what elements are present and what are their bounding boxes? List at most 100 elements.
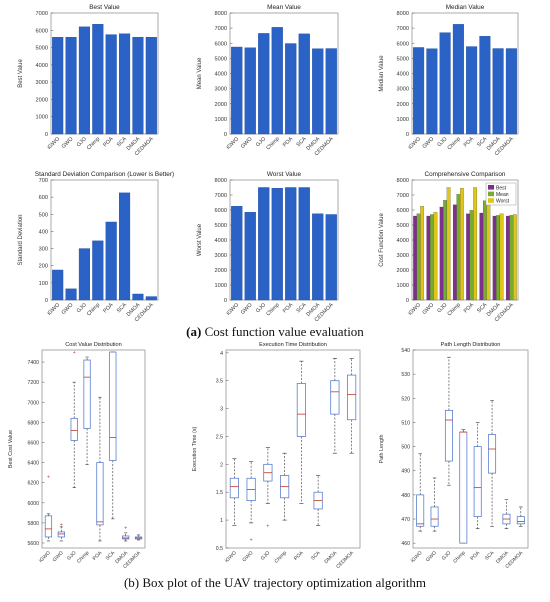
y-tick-label-9: 500 xyxy=(401,445,410,451)
y-tick-label-7: 6200 xyxy=(27,481,39,487)
bar-CEDMOA xyxy=(145,296,157,301)
y-tick-label-8: 3 xyxy=(220,407,223,413)
y-tick-label-1: 5000 xyxy=(36,46,48,52)
y-tick-label-4: 0 xyxy=(45,298,48,304)
x-tick-label-4: POA xyxy=(102,302,115,315)
chart-title-3: Median Value xyxy=(446,4,485,11)
x-tick-label-8: POA xyxy=(293,550,305,562)
bar-GJO xyxy=(78,248,90,301)
y-tick-label-1: 2000 xyxy=(36,97,48,103)
x-tick-label-1: POA xyxy=(102,136,115,149)
caption-b: (b) Box plot of the UAV trajectory optim… xyxy=(0,575,550,591)
y-tick-label-7: 7400 xyxy=(27,360,39,366)
bar-POA xyxy=(466,46,478,135)
y-tick-label-9: 510 xyxy=(401,420,410,426)
y-tick-label-7: 5800 xyxy=(27,521,39,527)
y-tick-label-8: 0.5 xyxy=(216,546,223,552)
bar-worst-GJO xyxy=(446,187,451,301)
y-tick-label-4: 500 xyxy=(39,212,48,218)
y-tick-label-6: 2000 xyxy=(397,268,409,274)
y-tick-label-6: 1000 xyxy=(397,283,409,289)
x-tick-label-1: GWO xyxy=(61,136,75,150)
bar-iGWO xyxy=(52,269,64,301)
bar-mean-GWO xyxy=(430,214,434,301)
box-iGWO xyxy=(416,494,425,527)
bar-best-GJO xyxy=(439,206,444,301)
x-tick-label-8: GWO xyxy=(241,550,254,563)
chart-title-5: Worst Value xyxy=(267,171,302,178)
bar-mean-SCA xyxy=(483,200,487,301)
y-tick-label-7: 7000 xyxy=(27,400,39,406)
y-tick-label-5: 7000 xyxy=(215,193,227,199)
y-tick-label-1: 6000 xyxy=(36,28,48,34)
y-tick-label-3: 2000 xyxy=(397,102,409,108)
y-tick-label-7: 6600 xyxy=(27,440,39,446)
bar-GWO xyxy=(65,288,77,301)
y-tick-label-3: 8000 xyxy=(397,11,409,17)
x-tick-label-5: POA xyxy=(282,302,295,315)
bar-DMOA xyxy=(312,48,324,135)
x-tick-label-2: Chimp xyxy=(265,136,280,151)
bar-mean-CEDMOA xyxy=(509,215,514,301)
box-Chimp xyxy=(83,359,91,429)
bar-POA xyxy=(105,34,117,135)
x-tick-label-6: GWO xyxy=(422,302,436,316)
y-tick-label-3: 1000 xyxy=(397,117,409,123)
x-tick-label-8: CEDMOA xyxy=(335,550,355,570)
y-tick-label-7: 6000 xyxy=(27,501,39,507)
y-tick-label-6: 6000 xyxy=(397,208,409,214)
y-tick-label-8: 4 xyxy=(220,351,223,357)
outlier-GJO: + xyxy=(266,523,269,529)
x-tick-label-9: Chimp xyxy=(452,550,467,565)
y-tick-label-7: 7200 xyxy=(27,380,39,386)
box-DMOA xyxy=(122,535,130,540)
box-SCA xyxy=(109,351,117,461)
bar-mean-iGWO xyxy=(416,213,421,301)
bar-best-SCA xyxy=(479,212,484,301)
outlier-DMOA: + xyxy=(124,526,127,532)
x-tick-label-9: GWO xyxy=(425,550,438,563)
y-axis-label-9: Path Length xyxy=(379,434,385,463)
box-SCA xyxy=(488,434,497,474)
bar-worst-POA xyxy=(473,187,478,301)
y-axis-label-1: Best Value xyxy=(18,59,24,88)
x-tick-label-8: SCA xyxy=(310,550,322,562)
y-tick-label-4: 400 xyxy=(39,229,48,235)
y-tick-label-3: 5000 xyxy=(397,56,409,62)
bar-best-GWO xyxy=(426,215,431,301)
plot-area-8 xyxy=(225,349,361,549)
y-tick-label-1: 0 xyxy=(45,132,48,138)
box-GJO xyxy=(444,409,453,462)
y-tick-label-4: 300 xyxy=(39,247,48,253)
caption-b-label: (b) xyxy=(123,575,140,590)
x-tick-label-6: POA xyxy=(463,302,476,315)
y-axis-label-6: Cost Function Value xyxy=(379,213,385,267)
chart-title-6: Comprehensive Comparison xyxy=(425,171,506,178)
x-tick-label-9: iGWO xyxy=(410,550,424,564)
bar-best-Chimp xyxy=(452,204,457,301)
y-tick-label-5: 4000 xyxy=(215,238,227,244)
bar-GJO xyxy=(258,187,270,301)
outlier-GJO: + xyxy=(73,350,76,356)
bar-DMOA xyxy=(312,213,324,301)
y-tick-label-5: 1000 xyxy=(215,283,227,289)
x-tick-label-9: GJO xyxy=(441,550,453,562)
bar-Chimp xyxy=(92,24,104,135)
y-tick-label-3: 3000 xyxy=(397,87,409,93)
bar-Chimp xyxy=(271,188,283,301)
bar-GWO xyxy=(244,212,256,301)
bar-SCA xyxy=(479,36,491,135)
x-tick-label-7: SCA xyxy=(105,550,117,562)
bar-CEDMOA xyxy=(505,48,517,135)
bar-GWO xyxy=(426,48,438,135)
bar-CEDMOA xyxy=(325,48,337,135)
y-tick-label-6: 7000 xyxy=(397,193,409,199)
y-tick-label-8: 1.5 xyxy=(216,490,223,496)
y-tick-label-5: 0 xyxy=(224,298,227,304)
legend-swatch-worst xyxy=(488,198,494,203)
outlier-GWO: + xyxy=(60,523,63,529)
bar-SCA xyxy=(119,33,131,135)
y-axis-label-3: Median Value xyxy=(379,55,385,92)
bar-best-iGWO xyxy=(413,215,417,301)
